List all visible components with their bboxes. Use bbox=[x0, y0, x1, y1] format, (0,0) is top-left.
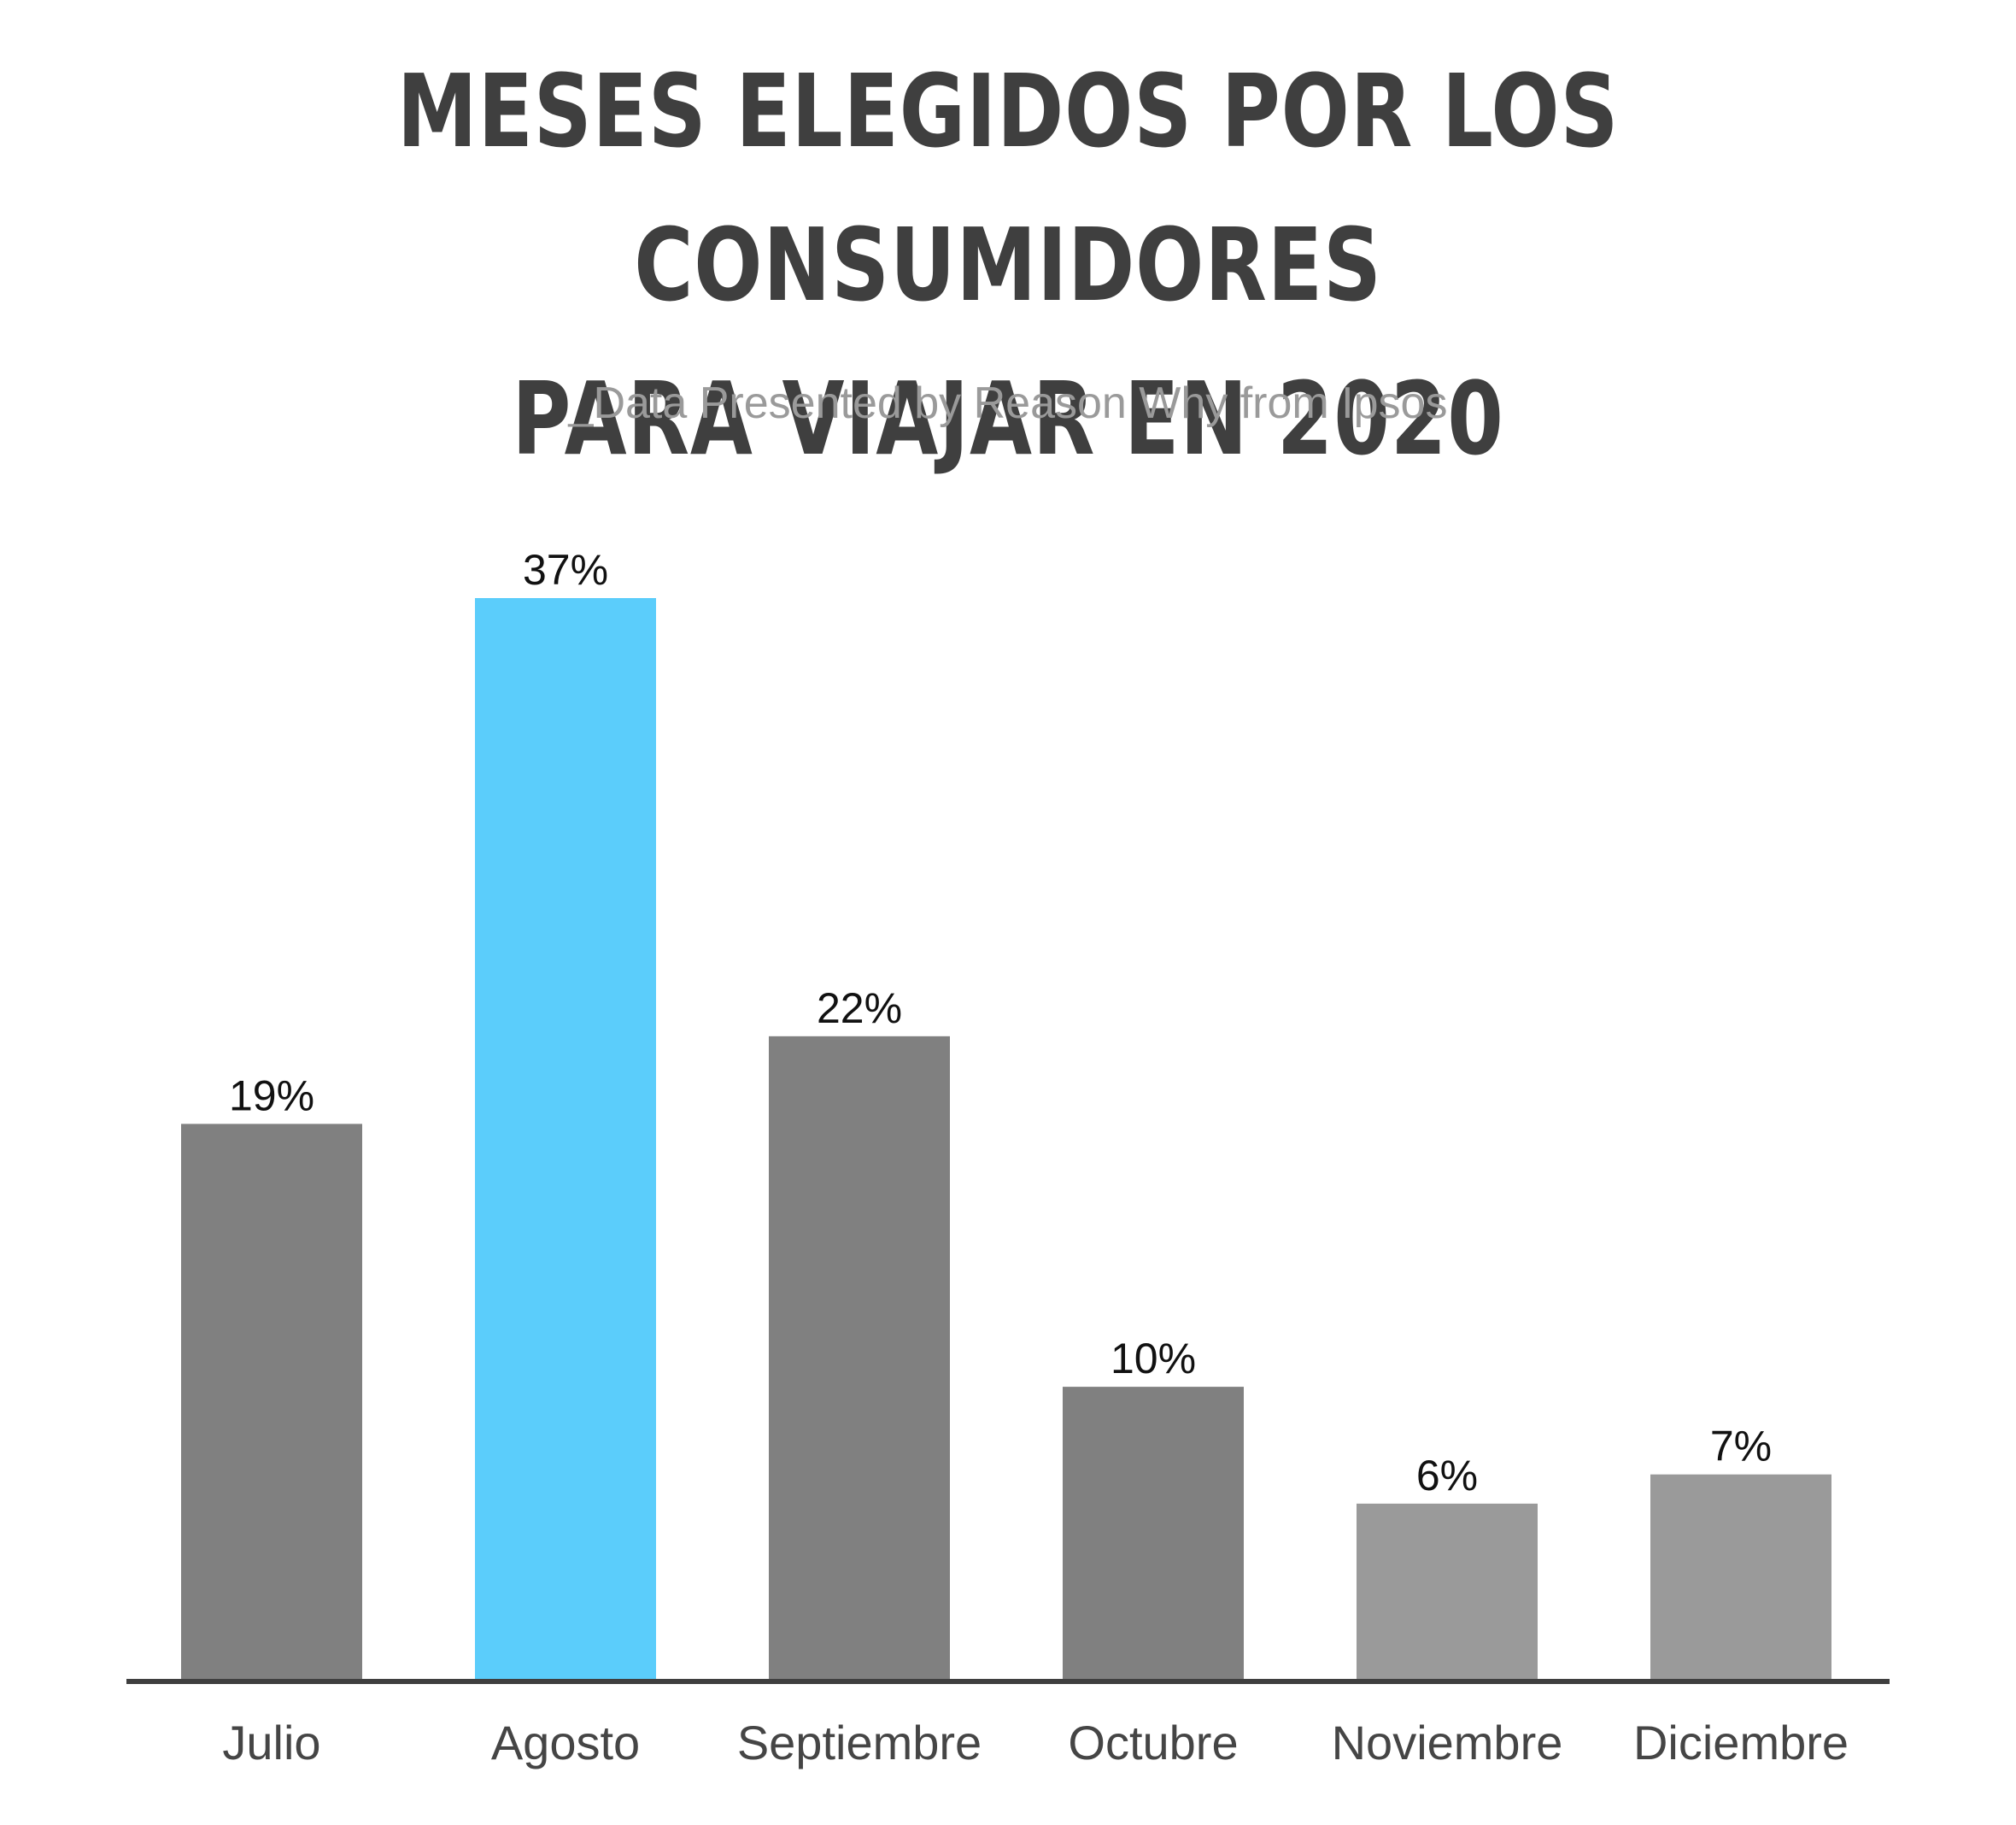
bar-agosto bbox=[475, 598, 656, 1679]
category-label-octubre: Octubre bbox=[1068, 1716, 1238, 1769]
chart-subtitle: _Data Presented by Reason Why from Ipsos bbox=[568, 378, 1448, 428]
category-label-noviembre: Noviembre bbox=[1332, 1716, 1563, 1769]
value-label-diciembre: 7% bbox=[1710, 1423, 1772, 1470]
chart-title-line-1: MESES ELEGIDOS POR LOS CONSUMIDORES bbox=[396, 52, 1620, 324]
chart-title: MESES ELEGIDOS POR LOS CONSUMIDORES PARA… bbox=[202, 34, 1814, 496]
value-label-octubre: 10% bbox=[1111, 1335, 1196, 1382]
bar-noviembre bbox=[1357, 1503, 1538, 1679]
value-label-agosto: 37% bbox=[523, 546, 608, 594]
chart-title-line-2: PARA VIAJAR EN 2020 bbox=[512, 360, 1504, 478]
value-label-noviembre: 6% bbox=[1416, 1452, 1478, 1499]
category-label-diciembre: Diciembre bbox=[1633, 1716, 1849, 1769]
value-label-julio: 19% bbox=[229, 1071, 314, 1119]
category-label-julio: Julio bbox=[222, 1716, 320, 1769]
bar-julio bbox=[181, 1124, 362, 1679]
bar-diciembre bbox=[1650, 1474, 1831, 1679]
category-label-agosto: Agosto bbox=[491, 1716, 640, 1769]
bar-septiembre bbox=[769, 1036, 950, 1679]
bar-octubre bbox=[1063, 1387, 1244, 1679]
value-label-septiembre: 22% bbox=[817, 984, 902, 1032]
category-label-septiembre: Septiembre bbox=[737, 1716, 982, 1769]
labels-group: 19% Julio 37% Agosto 22% Septiembre 10% Octubre… bbox=[222, 546, 1849, 1769]
bars-group bbox=[181, 598, 1831, 1679]
